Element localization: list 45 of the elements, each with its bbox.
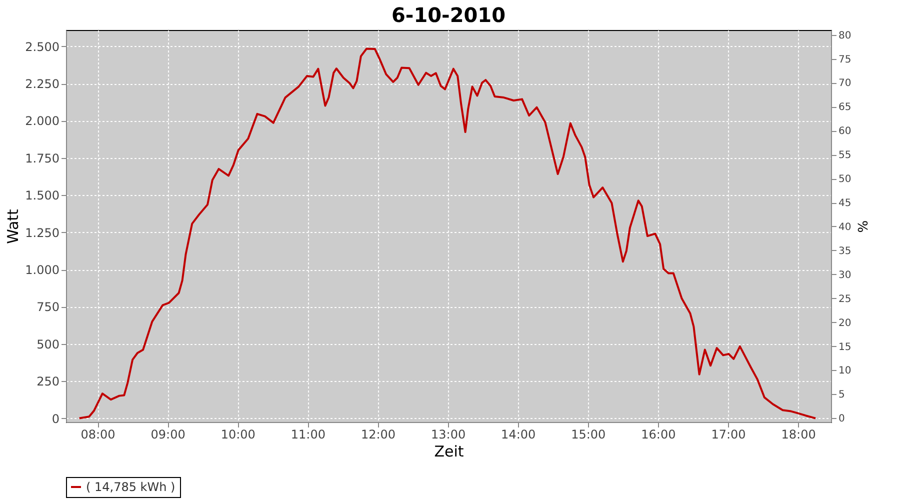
y2-tick-label: 60 [838, 126, 852, 138]
y2-tick-label: 30 [838, 270, 852, 281]
x-tick-label: 15:00 [571, 428, 606, 442]
y-tick-label: 2.250 [25, 77, 60, 92]
y2-tick-label: 80 [838, 30, 852, 42]
x-tick-label: 14:00 [501, 428, 536, 442]
y-tick-label: 1.750 [25, 151, 60, 166]
y2-tick-label: 15 [838, 342, 852, 353]
y2-tick-label: 45 [838, 198, 852, 210]
y-tick-label: 1.000 [25, 263, 60, 278]
y2-tick-label: 20 [838, 318, 852, 329]
y2-tick-label: 65 [838, 102, 852, 114]
y2-tick-label: 75 [838, 54, 852, 66]
y2-tick-label: 25 [838, 294, 852, 305]
y-tick-label: 2.500 [25, 40, 60, 54]
y2-tick-label: 40 [838, 222, 852, 233]
x-tick-label: 17:00 [711, 428, 746, 442]
x-tick-label: 08:00 [80, 428, 116, 442]
y-tick-label: 2.000 [25, 114, 60, 128]
x-tick-label: 18:00 [781, 428, 816, 442]
y2-tick-label: 35 [838, 246, 852, 257]
line-series [78, 48, 817, 420]
y-tick-label: 250 [36, 374, 60, 389]
legend-label: ( 14,785 kWh ) [86, 480, 176, 494]
y-tick-label: 1.500 [25, 188, 60, 203]
y-tick-label: 1.250 [25, 226, 60, 240]
y-axis-title: Watt [4, 208, 22, 244]
x-tick-label: 16:00 [641, 428, 676, 442]
x-axis-title: Zeit [434, 442, 464, 460]
y2-tick-label: 5 [838, 390, 845, 401]
y-tick-label: 750 [36, 300, 60, 314]
y2-tick-label: 0 [838, 414, 845, 425]
y2-tick-label: 55 [838, 150, 852, 162]
y-tick-label: 0 [52, 412, 60, 426]
x-tick-label: 12:00 [360, 428, 396, 442]
x-tick-label: 09:00 [150, 428, 186, 442]
y-tick-label: 500 [36, 337, 60, 352]
y2-tick-label: 70 [838, 78, 852, 90]
x-tick-label: 11:00 [290, 428, 326, 442]
x-tick-label: 13:00 [431, 428, 466, 442]
chart-title: 6-10-2010 [391, 2, 506, 27]
x-tick-label: 10:00 [220, 428, 256, 442]
y2-tick-label: 50 [838, 174, 852, 186]
y2-axis-title: % [854, 220, 870, 233]
y2-tick-label: 10 [838, 366, 852, 377]
